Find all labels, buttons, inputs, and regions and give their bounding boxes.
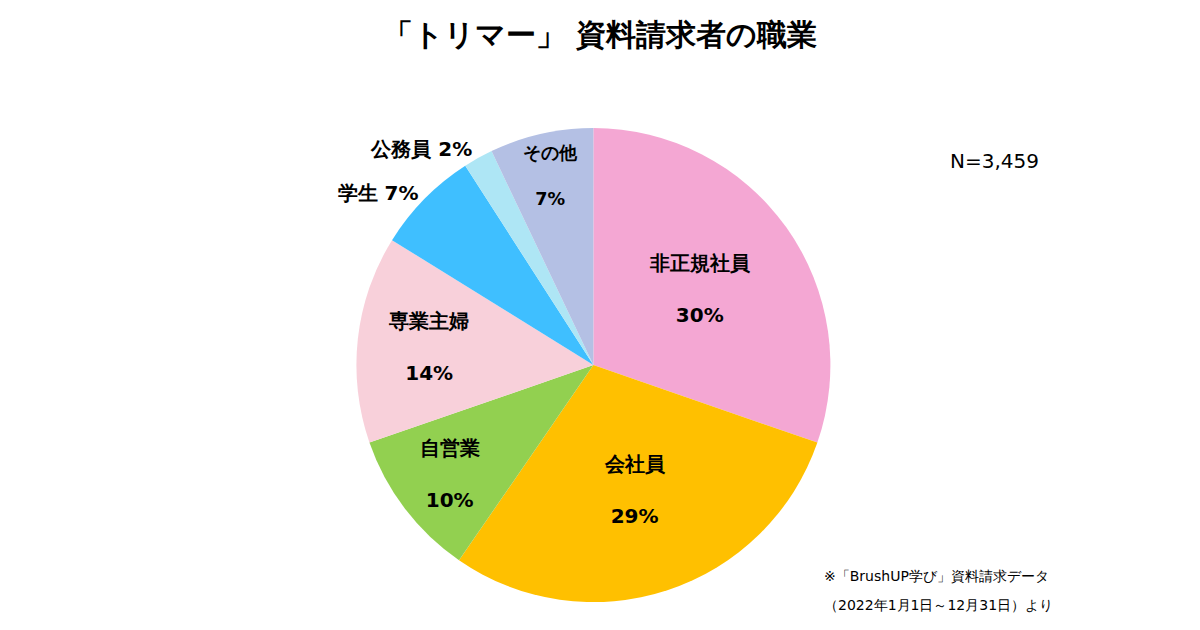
svg-text:（2022年1月1日～12月31日）より: （2022年1月1日～12月31日）より (824, 597, 1053, 613)
svg-text:非正規社員30%: 非正規社員30% (649, 251, 751, 327)
svg-text:学生 7%: 学生 7% (338, 181, 419, 205)
svg-text:専業主婦14%: 専業主婦14% (388, 309, 469, 385)
svg-text:N=3,459: N=3,459 (950, 149, 1039, 173)
svg-text:「トリマー」 資料請求者の職業: 「トリマー」 資料請求者の職業 (383, 17, 817, 52)
svg-text:その他7%: その他7% (523, 143, 578, 209)
svg-text:公務員 2%: 公務員 2% (370, 137, 472, 161)
svg-text:会社員29%: 会社員29% (604, 452, 666, 528)
svg-text:※「BrushUP学び」資料請求データ: ※「BrushUP学び」資料請求データ (824, 568, 1049, 584)
svg-text:自営業10%: 自営業10% (420, 436, 480, 512)
